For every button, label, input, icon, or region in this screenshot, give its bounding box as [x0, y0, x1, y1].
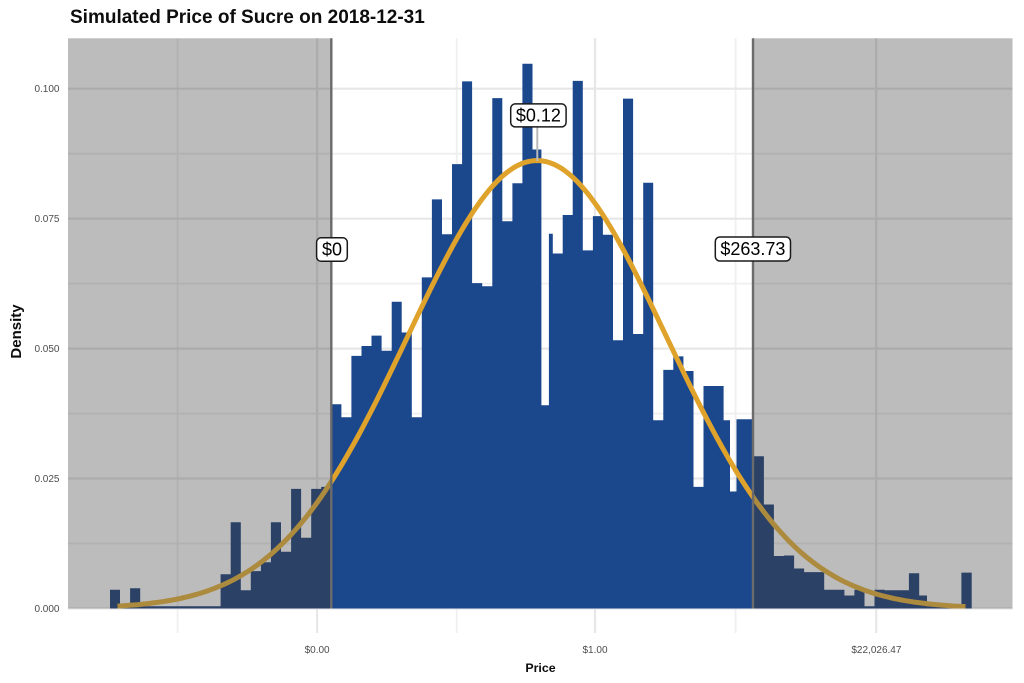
svg-text:Simulated Price of Sucre on 20: Simulated Price of Sucre on 2018-12-31 — [70, 7, 425, 28]
svg-text:0.025: 0.025 — [34, 474, 59, 485]
svg-text:$0: $0 — [322, 240, 342, 260]
svg-text:Price: Price — [525, 661, 555, 675]
svg-text:$0.12: $0.12 — [516, 106, 561, 126]
svg-text:0.075: 0.075 — [34, 214, 59, 225]
svg-text:0.100: 0.100 — [34, 84, 59, 95]
svg-text:$22,026.47: $22,026.47 — [851, 645, 901, 656]
svg-text:0.050: 0.050 — [34, 344, 59, 355]
svg-text:0.000: 0.000 — [34, 604, 59, 615]
svg-text:$0.00: $0.00 — [305, 645, 330, 656]
svg-text:$263.73: $263.73 — [720, 239, 785, 259]
svg-text:$1.00: $1.00 — [582, 645, 607, 656]
svg-text:Density: Density — [8, 304, 25, 359]
